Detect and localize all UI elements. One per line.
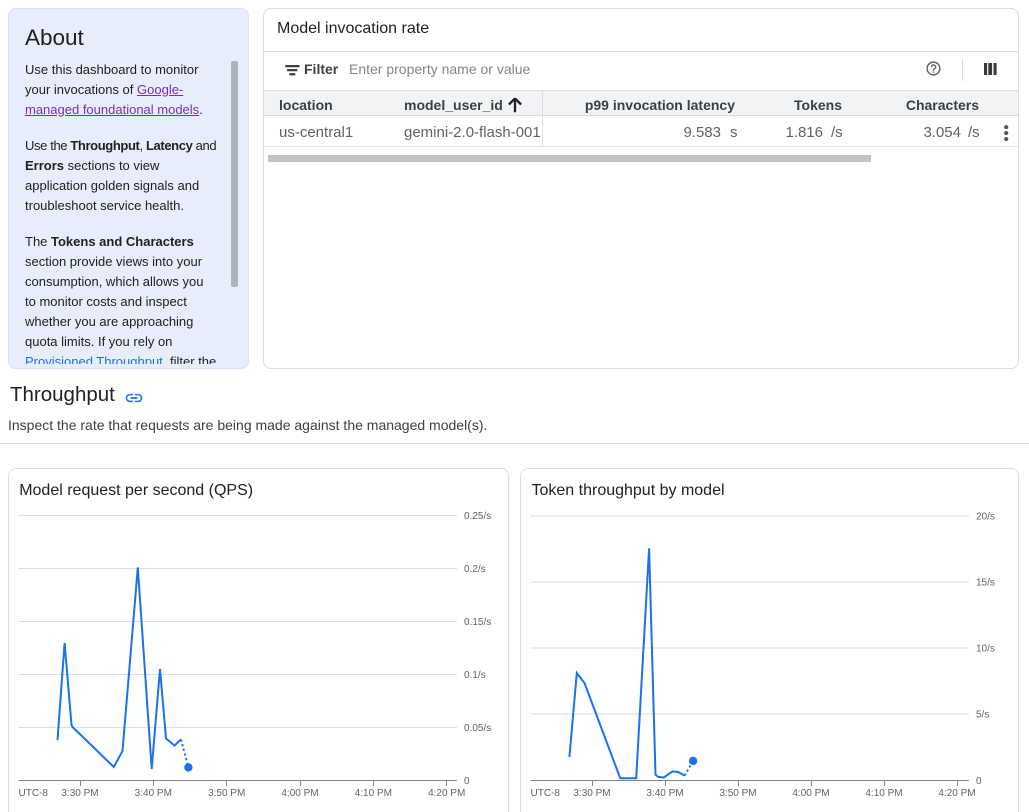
svg-text:3:30 PM: 3:30 PM: [573, 788, 610, 799]
svg-text:3:30 PM: 3:30 PM: [61, 788, 98, 799]
svg-text:3:40 PM: 3:40 PM: [135, 788, 172, 799]
svg-text:10/s: 10/s: [976, 644, 995, 655]
svg-text:15/s: 15/s: [976, 578, 995, 589]
svg-text:4:10 PM: 4:10 PM: [865, 788, 902, 799]
svg-text:UTC-8: UTC-8: [531, 788, 561, 799]
svg-text:0: 0: [976, 776, 982, 787]
svg-text:4:20 PM: 4:20 PM: [428, 788, 465, 799]
svg-text:4:00 PM: 4:00 PM: [281, 788, 318, 799]
svg-text:5/s: 5/s: [976, 710, 989, 721]
svg-text:UTC-8: UTC-8: [19, 788, 49, 799]
svg-text:0.1/s: 0.1/s: [464, 670, 486, 681]
svg-text:4:00 PM: 4:00 PM: [792, 788, 829, 799]
svg-text:0.2/s: 0.2/s: [464, 564, 486, 575]
svg-text:4:20 PM: 4:20 PM: [938, 788, 975, 799]
svg-text:3:50 PM: 3:50 PM: [208, 788, 245, 799]
svg-text:0.15/s: 0.15/s: [464, 617, 491, 628]
svg-text:0.25/s: 0.25/s: [464, 511, 491, 522]
svg-text:0.05/s: 0.05/s: [464, 723, 491, 734]
svg-text:0: 0: [464, 776, 470, 787]
svg-text:20/s: 20/s: [976, 512, 995, 523]
svg-text:4:10 PM: 4:10 PM: [355, 788, 392, 799]
svg-text:3:50 PM: 3:50 PM: [719, 788, 756, 799]
svg-text:3:40 PM: 3:40 PM: [646, 788, 683, 799]
